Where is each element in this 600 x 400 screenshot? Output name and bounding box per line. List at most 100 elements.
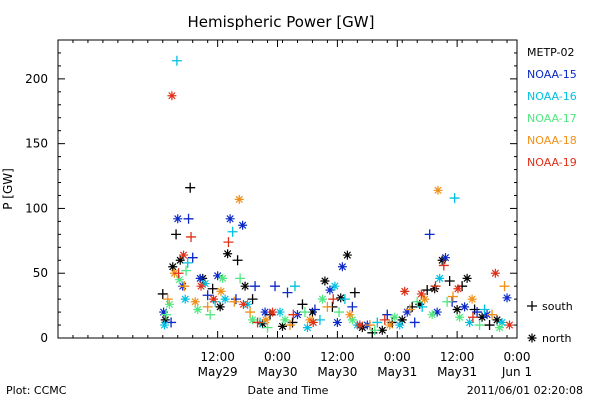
- star-marker: [200, 279, 210, 289]
- plus-marker: [309, 304, 320, 315]
- x-tick-label-date: May31: [377, 365, 417, 379]
- plus-marker: [407, 301, 418, 312]
- plus-marker: [229, 296, 240, 307]
- plus-marker: [299, 307, 310, 318]
- plus-marker: [179, 281, 190, 292]
- plus-marker: [444, 275, 455, 286]
- star-marker: [190, 297, 200, 307]
- star-marker: [193, 304, 203, 314]
- x-tick-label-date: May30: [257, 365, 297, 379]
- plus-marker: [210, 296, 221, 307]
- x-tick-label-time: 0:00: [504, 350, 531, 364]
- star-marker: [455, 312, 465, 322]
- plus-marker: [347, 301, 358, 312]
- legend-entry: NOAA-15: [527, 68, 577, 81]
- star-marker: [332, 317, 342, 327]
- plus-marker: [469, 304, 480, 315]
- plus-marker: [527, 301, 537, 311]
- star-marker: [238, 220, 248, 230]
- y-tick-label: 150: [25, 137, 48, 151]
- plus-marker: [457, 281, 468, 292]
- series-legend: METP-02 NOAA-15 NOAA-16 NOAA-17 NOAA-18 NOAA-…: [527, 46, 577, 169]
- plus-marker: [161, 309, 172, 320]
- star-marker: [215, 302, 225, 312]
- y-tick-label: 0: [40, 331, 48, 345]
- star-marker: [390, 312, 400, 322]
- star-marker: [477, 312, 487, 322]
- star-marker: [278, 321, 288, 331]
- star-marker: [460, 302, 470, 312]
- star-marker: [433, 185, 443, 195]
- star-marker: [216, 286, 226, 296]
- plus-marker: [262, 322, 273, 333]
- plus-marker: [182, 257, 193, 268]
- star-marker: [234, 194, 244, 204]
- plus-marker: [430, 281, 441, 292]
- plus-marker: [474, 320, 485, 331]
- plus-marker: [181, 265, 192, 276]
- x-tick-label-time: 12:00: [320, 350, 355, 364]
- plus-marker: [245, 307, 256, 318]
- star-marker: [527, 333, 537, 343]
- plus-marker: [223, 237, 234, 248]
- star-marker: [179, 250, 189, 260]
- plus-marker: [412, 296, 423, 307]
- plus-marker: [162, 294, 173, 305]
- plus-marker: [230, 294, 241, 305]
- star-marker: [355, 320, 365, 330]
- star-marker: [453, 284, 463, 294]
- star-marker: [280, 315, 290, 325]
- star-marker: [174, 275, 184, 285]
- plot-frame: [57, 39, 518, 339]
- star-marker: [377, 325, 387, 335]
- star-marker: [490, 268, 500, 278]
- star-marker: [397, 315, 407, 325]
- plus-marker: [157, 288, 168, 299]
- data-points: [157, 55, 515, 338]
- star-marker: [175, 255, 185, 265]
- plus-marker: [449, 193, 460, 204]
- plus-marker: [270, 281, 281, 292]
- star-marker: [275, 307, 285, 317]
- plus-marker: [499, 281, 510, 292]
- star-marker: [240, 281, 250, 291]
- plus-marker: [349, 287, 360, 298]
- x-tick-label-date: Jun 1: [501, 365, 532, 379]
- star-marker: [260, 307, 270, 317]
- x-axis: 12:00May290:00May3012:00May300:00May3112…: [72, 40, 532, 379]
- star-marker: [258, 319, 268, 329]
- plus-marker: [424, 229, 435, 240]
- star-marker: [213, 271, 223, 281]
- star-marker: [225, 214, 235, 224]
- series-noaa-17: [161, 265, 505, 336]
- y-axis: 0 50 100 150 200: [25, 52, 517, 345]
- star-marker: [330, 281, 340, 291]
- star-marker: [385, 320, 395, 330]
- star-marker: [325, 285, 335, 295]
- star-marker: [337, 262, 347, 272]
- star-marker: [168, 262, 178, 272]
- legend-entry: NOAA-18: [527, 134, 577, 147]
- star-marker: [416, 289, 426, 299]
- plus-marker: [232, 255, 243, 266]
- plus-marker: [186, 231, 197, 242]
- star-marker: [173, 214, 183, 224]
- plus-marker: [422, 285, 433, 296]
- x-tick-label-time: 0:00: [264, 350, 291, 364]
- plus-marker: [372, 317, 383, 328]
- star-marker: [195, 273, 205, 283]
- legend-entry: METP-02: [527, 46, 575, 59]
- star-marker: [208, 294, 218, 304]
- plus-marker: [297, 299, 308, 310]
- x-axis-label: Date and Time: [248, 384, 329, 397]
- plus-marker: [467, 312, 478, 323]
- star-marker: [440, 253, 450, 263]
- x-tick-label-date: May30: [317, 365, 357, 379]
- star-marker: [159, 307, 169, 317]
- star-marker: [223, 249, 233, 259]
- star-marker: [218, 273, 228, 283]
- y-axis-label: P [GW]: [1, 168, 15, 210]
- star-marker: [220, 294, 230, 304]
- star-marker: [238, 299, 248, 309]
- star-marker: [430, 284, 440, 294]
